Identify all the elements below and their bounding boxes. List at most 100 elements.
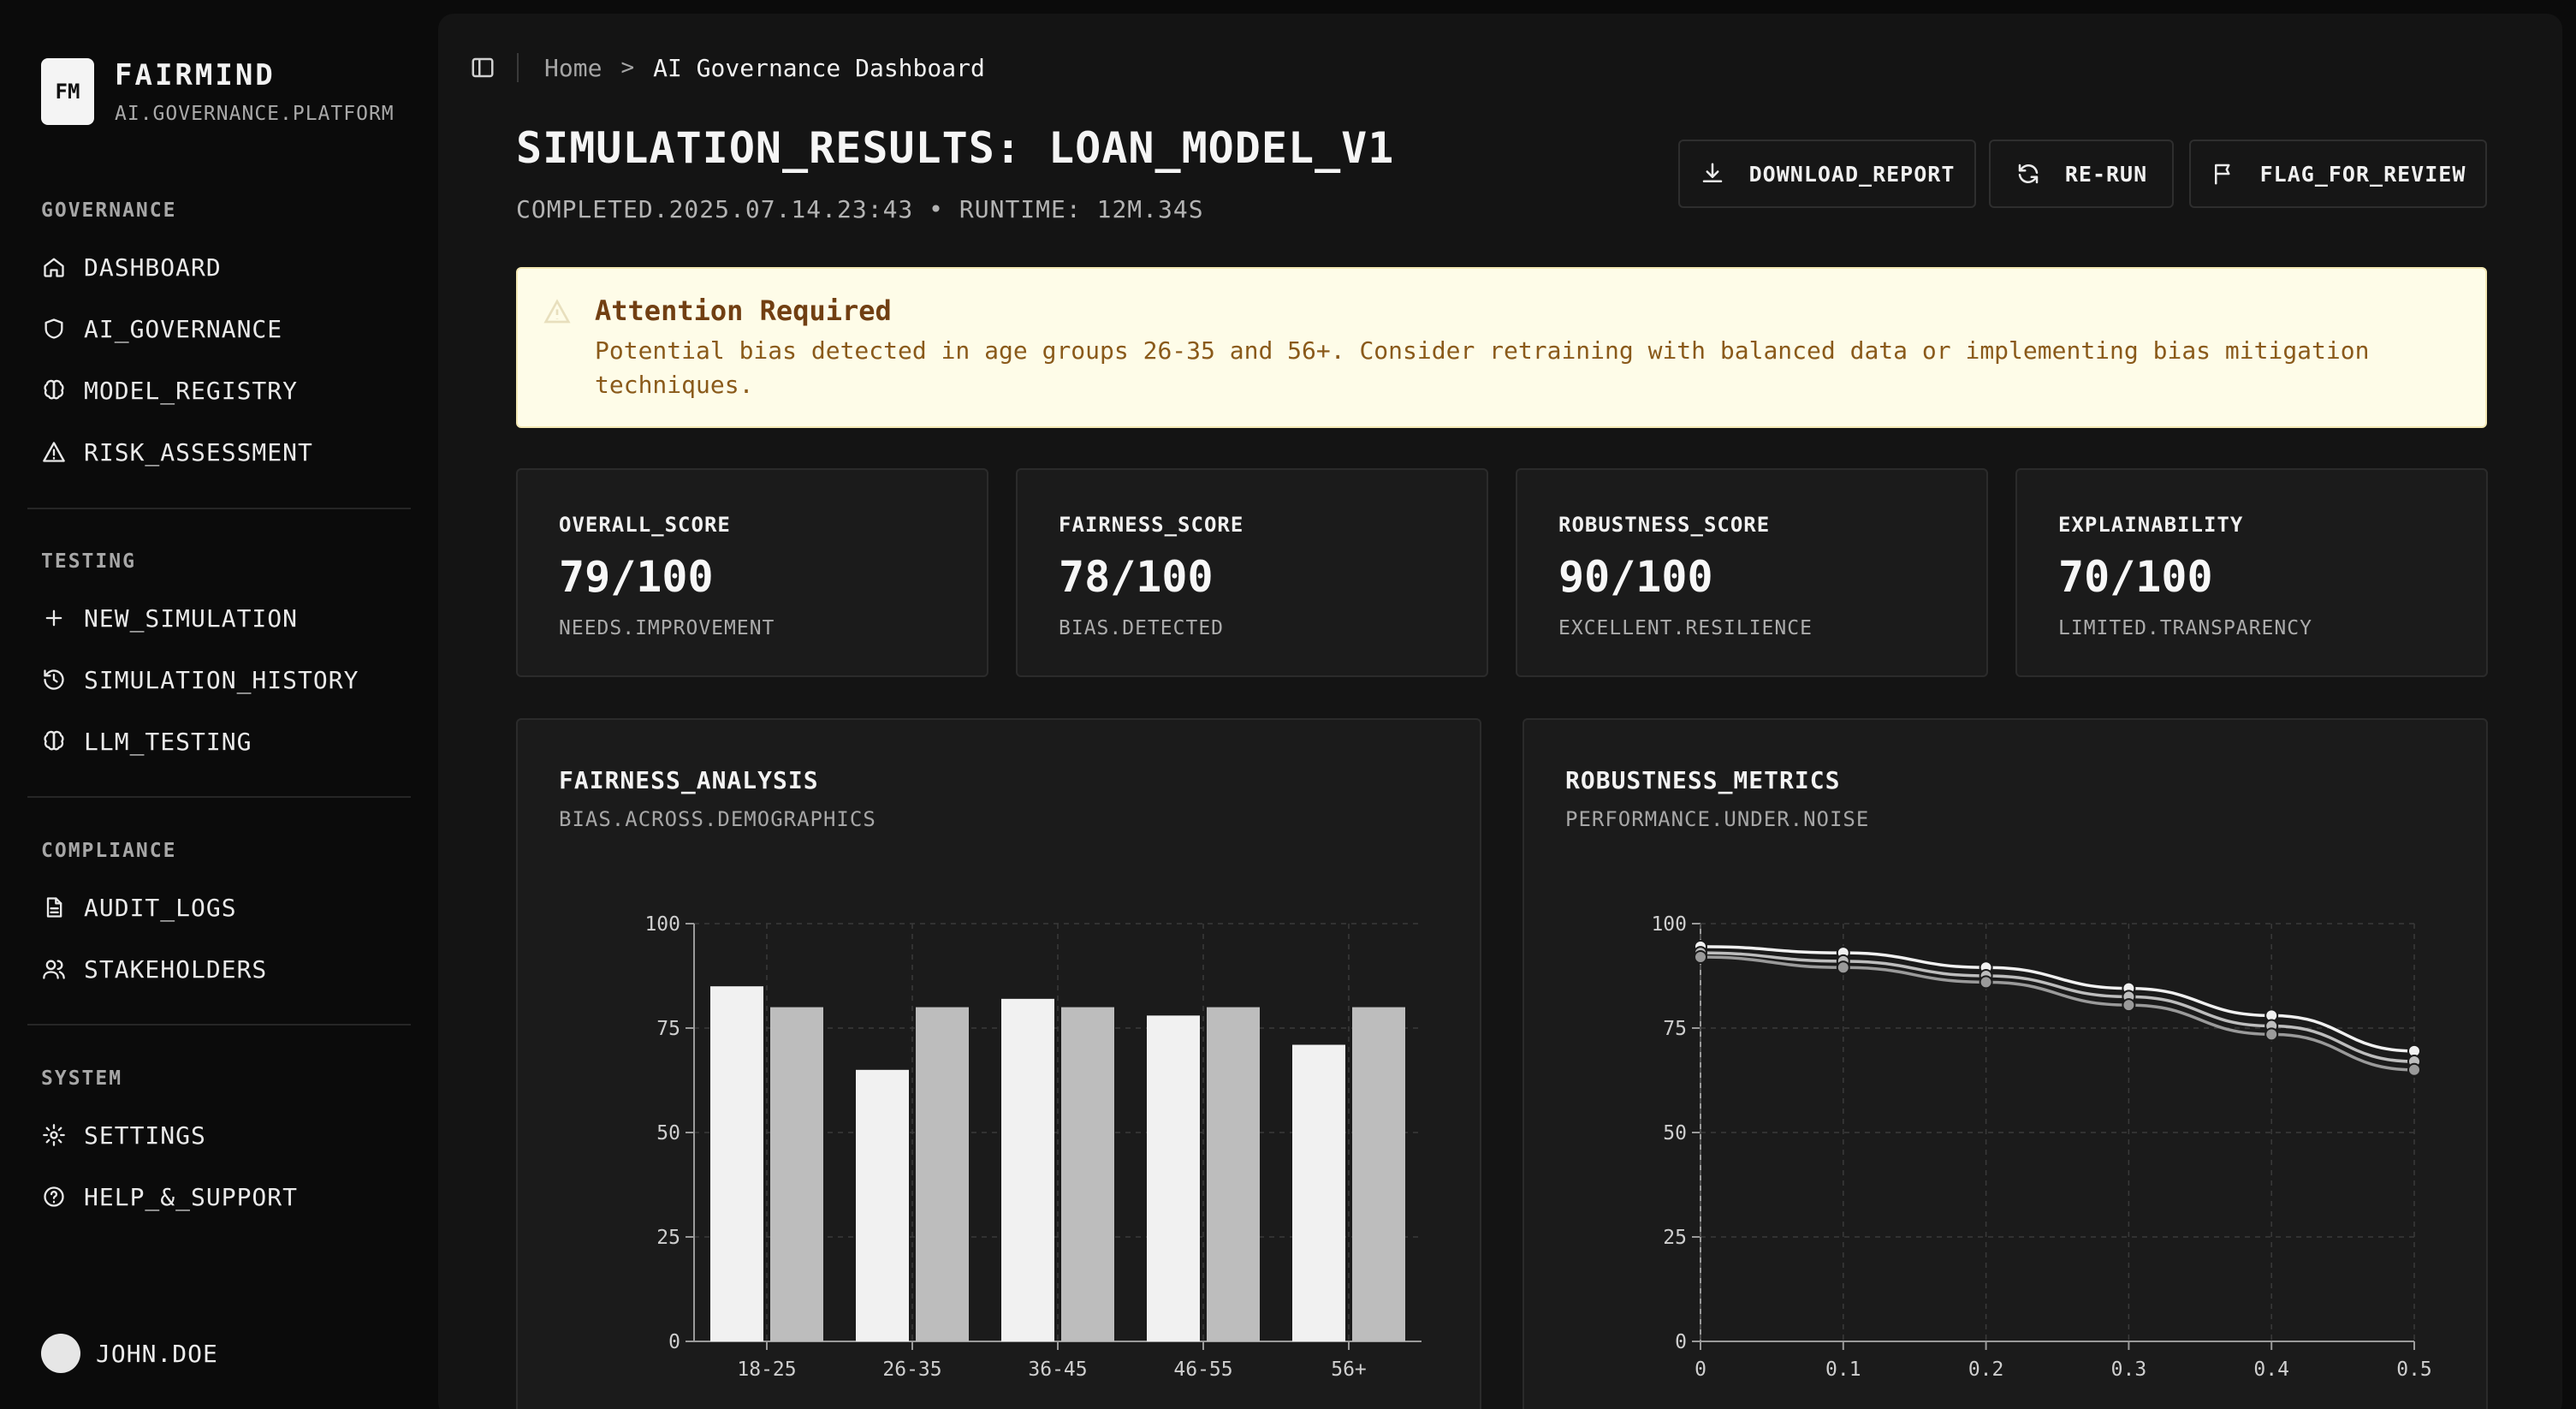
brand[interactable]: FM FAIRMIND AI.GOVERNANCE.PLATFORM — [41, 58, 395, 125]
sidebar-item-audit-logs[interactable]: AUDIT_LOGS — [41, 890, 237, 924]
document-icon — [41, 895, 67, 920]
sidebar-item-label: MODEL_REGISTRY — [84, 376, 299, 405]
sidebar-item-stakeholders[interactable]: STAKEHOLDERS — [41, 952, 267, 986]
sidebar-item-settings[interactable]: SETTINGS — [41, 1118, 206, 1152]
sidebar-item-new-simulation[interactable]: NEW_SIMULATION — [41, 601, 298, 635]
robustness-line-chart: 0 25 50 75 100 0 0.1 0.2 0.3 0.4 0.5 — [1651, 913, 2431, 1381]
bar — [1061, 1007, 1114, 1341]
download-report-button[interactable]: DOWNLOAD_REPORT — [1678, 140, 1976, 208]
metric-note: NEEDS.IMPROVEMENT — [559, 617, 775, 639]
sidebar-item-label: NEW_SIMULATION — [84, 603, 299, 633]
y-tick-label: 75 — [1663, 1018, 1687, 1040]
data-point — [1979, 975, 1993, 990]
y-tick-label: 0 — [1675, 1331, 1687, 1353]
x-tick-label: 0.1 — [1825, 1358, 1861, 1381]
x-tick-label: 18-25 — [737, 1358, 796, 1381]
download-report-label: DOWNLOAD_REPORT — [1748, 161, 1956, 187]
sidebar-item-model-registry[interactable]: MODEL_REGISTRY — [41, 373, 298, 407]
brand-name: FAIRMIND — [115, 58, 276, 92]
bar — [856, 1069, 909, 1341]
sidebar-item-ai-governance[interactable]: AI_GOVERNANCE — [41, 312, 282, 346]
metric-label: FAIRNESS_SCORE — [1059, 513, 1244, 537]
sidebar-item-label: SETTINGS — [84, 1121, 206, 1150]
breadcrumb-divider — [517, 53, 519, 82]
sidebar-toggle-icon[interactable] — [469, 54, 496, 81]
refresh-icon — [2018, 163, 2039, 184]
metric-label: OVERALL_SCORE — [559, 513, 731, 537]
series-line — [1700, 945, 2415, 1053]
x-tick-label: 0.4 — [2253, 1358, 2289, 1381]
brain-icon — [41, 728, 67, 754]
sidebar: FM FAIRMIND AI.GOVERNANCE.PLATFORM GOVER… — [0, 0, 438, 1409]
sidebar-item-label: AUDIT_LOGS — [84, 893, 237, 922]
metric-card-overall: OVERALL_SCORE 79/100 NEEDS.IMPROVEMENT — [516, 468, 988, 677]
metric-label: ROBUSTNESS_SCORE — [1558, 513, 1771, 537]
flag-for-review-button[interactable]: FLAG_FOR_REVIEW — [2189, 140, 2487, 208]
breadcrumb: Home > AI Governance Dashboard — [469, 53, 985, 82]
series-line — [1700, 955, 2415, 1072]
x-tick-label: 0 — [1695, 1358, 1706, 1381]
metric-value: 70/100 — [2058, 552, 2213, 602]
alert-body: Potential bias detected in age groups 26… — [595, 336, 2370, 399]
help-icon — [41, 1184, 67, 1210]
user-name: JOHN.DOE — [96, 1339, 218, 1368]
chart-title: FAIRNESS_ANALYSIS — [559, 766, 819, 794]
page-subtitle: COMPLETED.2025.07.14.23:43 • RUNTIME: 12… — [516, 195, 1204, 223]
y-tick-label: 50 — [656, 1122, 680, 1144]
x-tick-label: 36-45 — [1028, 1358, 1087, 1381]
sidebar-item-label: AI_GOVERNANCE — [84, 314, 283, 343]
metric-note: BIAS.DETECTED — [1059, 617, 1225, 639]
bar — [1147, 1015, 1200, 1341]
user-menu[interactable]: JOHN.DOE — [41, 1334, 218, 1373]
gear-icon — [41, 1122, 67, 1148]
data-point — [2264, 1027, 2279, 1042]
fairness-bar-chart: 0 25 50 75 100 18-25 26-35 36-45 46-55 56+ — [644, 913, 1422, 1381]
sidebar-item-dashboard[interactable]: DASHBOARD — [41, 250, 222, 284]
group-label-system: SYSTEM — [41, 1067, 123, 1090]
x-tick-label: 0.2 — [1968, 1358, 2004, 1381]
breadcrumb-home[interactable]: Home — [544, 53, 602, 82]
x-tick-label: 26-35 — [882, 1358, 941, 1381]
metric-card-fairness: FAIRNESS_SCORE 78/100 BIAS.DETECTED — [1016, 468, 1488, 677]
sidebar-item-label: STAKEHOLDERS — [84, 954, 268, 984]
sidebar-item-risk-assessment[interactable]: RISK_ASSESSMENT — [41, 435, 313, 469]
bar — [1352, 1007, 1405, 1341]
sidebar-divider — [27, 1024, 411, 1026]
metric-note: LIMITED.TRANSPARENCY — [2058, 617, 2312, 639]
data-point — [1694, 950, 1707, 965]
y-tick-label: 25 — [1663, 1227, 1687, 1249]
data-point — [2407, 1062, 2421, 1077]
sidebar-item-label: SIMULATION_HISTORY — [84, 665, 359, 694]
group-label-governance: GOVERNANCE — [41, 199, 177, 222]
y-tick-label: 25 — [656, 1227, 680, 1249]
chart-subtitle: PERFORMANCE.UNDER.NOISE — [1565, 807, 1870, 831]
sidebar-item-simulation-history[interactable]: SIMULATION_HISTORY — [41, 663, 359, 697]
brand-subtitle: AI.GOVERNANCE.PLATFORM — [115, 103, 395, 125]
chart-subtitle: BIAS.ACROSS.DEMOGRAPHICS — [559, 807, 876, 831]
sidebar-item-llm-testing[interactable]: LLM_TESTING — [41, 724, 252, 758]
data-point — [2122, 998, 2136, 1013]
metric-value: 90/100 — [1558, 552, 1713, 602]
bar — [710, 986, 763, 1341]
sidebar-item-help-support[interactable]: HELP_&_SUPPORT — [41, 1180, 298, 1214]
metric-value: 78/100 — [1059, 552, 1214, 602]
metric-label: EXPLAINABILITY — [2058, 513, 2244, 537]
rerun-button[interactable]: RE-RUN — [1989, 140, 2174, 208]
brand-logo: FM — [41, 58, 94, 125]
avatar — [41, 1334, 80, 1373]
y-tick-label: 0 — [668, 1331, 680, 1353]
page-title: SIMULATION_RESULTS: LOAN_MODEL_V1 — [516, 123, 1395, 173]
robustness-metrics-card: ROBUSTNESS_METRICS PERFORMANCE.UNDER.NOI… — [1522, 718, 2488, 1409]
group-label-compliance: COMPLIANCE — [41, 840, 177, 862]
x-tick-label: 0.3 — [2111, 1358, 2147, 1381]
x-tick-label: 46-55 — [1173, 1358, 1232, 1381]
plus-icon — [41, 605, 67, 631]
series-line — [1700, 951, 2415, 1063]
y-tick-label: 100 — [644, 913, 680, 936]
data-point — [1836, 960, 1850, 975]
download-icon — [1702, 163, 1722, 182]
chart-title: ROBUSTNESS_METRICS — [1565, 766, 1841, 794]
sidebar-item-label: HELP_&_SUPPORT — [84, 1182, 299, 1211]
brain-icon — [41, 378, 67, 403]
attention-alert: Attention Required Potential bias detect… — [516, 267, 2487, 428]
